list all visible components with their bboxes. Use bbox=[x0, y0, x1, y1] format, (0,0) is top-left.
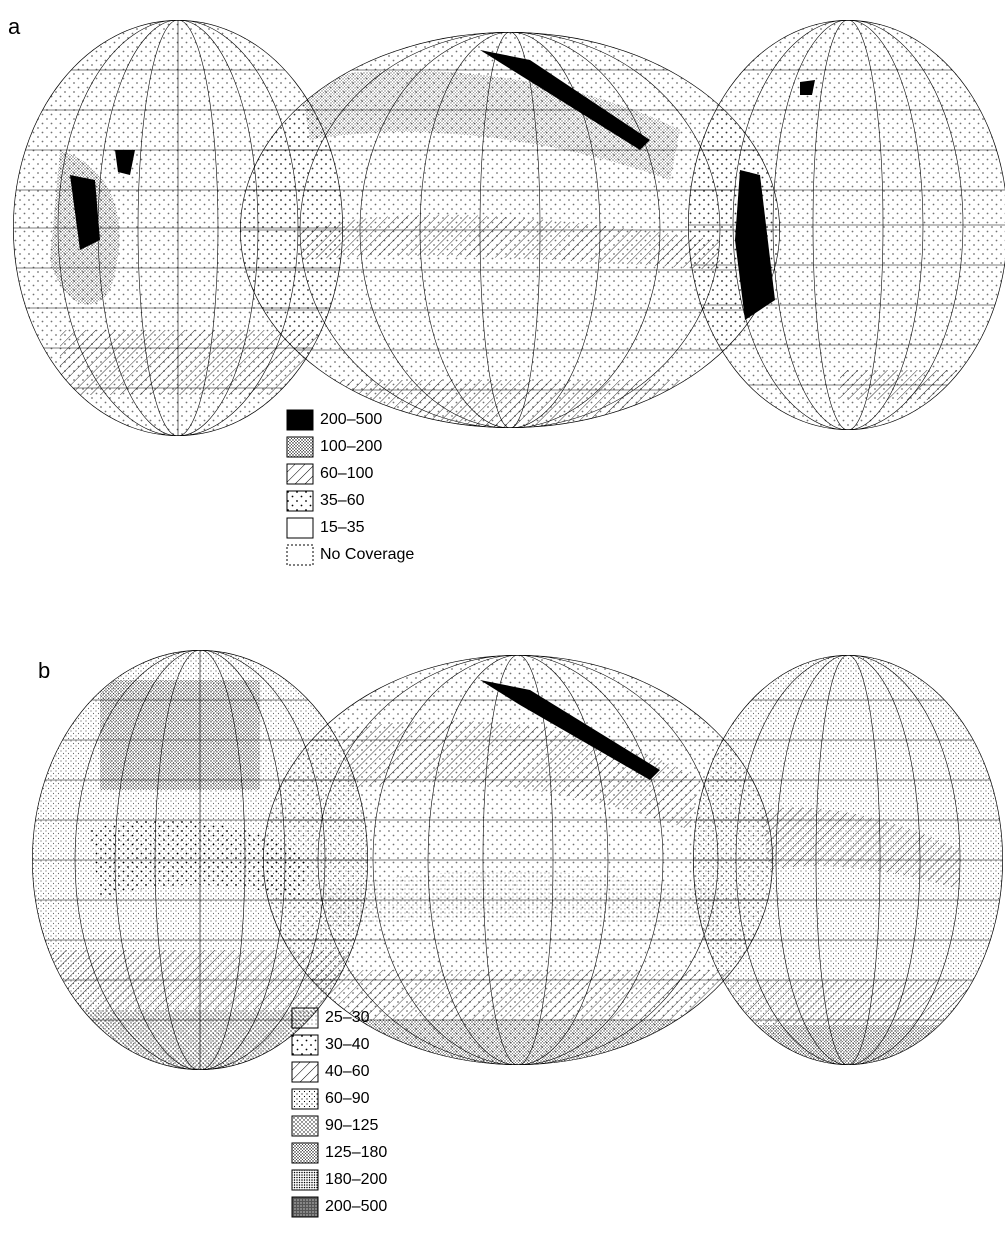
panel-a: a bbox=[0, 0, 1005, 600]
legend-b-item: 40–60 bbox=[291, 1058, 387, 1085]
legend-a-item: 100–200 bbox=[286, 433, 414, 460]
legend-a-item: No Coverage bbox=[286, 541, 414, 568]
legend-a: 200–500 100–200 60–100 35–60 15–35 No Coverag… bbox=[286, 406, 414, 568]
legend-b-label: 60–90 bbox=[325, 1089, 370, 1107]
legend-a-swatch bbox=[286, 436, 314, 457]
legend-a-item: 15–35 bbox=[286, 514, 414, 541]
map-b bbox=[32, 650, 1003, 1070]
panel-a-letter: a bbox=[8, 14, 21, 39]
legend-b-label: 180–200 bbox=[325, 1170, 388, 1188]
panel-b: b bbox=[0, 640, 1005, 1245]
map-a bbox=[13, 20, 1005, 436]
legend-b-item: 30–40 bbox=[291, 1031, 387, 1058]
legend-b-label: 30–40 bbox=[325, 1035, 370, 1053]
legend-b-swatch bbox=[291, 1088, 319, 1109]
legend-b-label: 90–125 bbox=[325, 1116, 379, 1134]
legend-b-swatch bbox=[291, 1007, 319, 1028]
legend-b-label: 200–500 bbox=[325, 1197, 388, 1215]
legend-b-swatch bbox=[291, 1142, 319, 1163]
legend-b-item: 25–30 bbox=[291, 1004, 387, 1031]
legend-a-swatch bbox=[286, 544, 314, 565]
legend-a-swatch bbox=[286, 463, 314, 484]
legend-b-swatch bbox=[291, 1169, 319, 1190]
panel-b-letter: b bbox=[38, 658, 51, 683]
legend-a-item: 200–500 bbox=[286, 406, 414, 433]
legend-b-label: 40–60 bbox=[325, 1062, 370, 1080]
legend-b-item: 125–180 bbox=[291, 1139, 387, 1166]
legend-b-swatch bbox=[291, 1115, 319, 1136]
legend-b-swatch bbox=[291, 1034, 319, 1055]
legend-b-item: 60–90 bbox=[291, 1085, 387, 1112]
legend-b-swatch bbox=[291, 1196, 319, 1217]
legend-a-label: 200–500 bbox=[320, 410, 383, 428]
legend-b-swatch bbox=[291, 1061, 319, 1082]
legend-a-label: No Coverage bbox=[320, 545, 415, 563]
legend-a-label: 60–100 bbox=[320, 464, 374, 482]
legend-b-label: 25–30 bbox=[325, 1008, 370, 1026]
legend-b-item: 180–200 bbox=[291, 1166, 387, 1193]
map-b-lobe-east bbox=[693, 655, 1003, 1065]
legend-b: 25–30 30–40 40–60 60–90 90–125 125–180 180–200… bbox=[291, 1004, 387, 1220]
legend-a-swatch bbox=[286, 409, 314, 430]
legend-b-item: 90–125 bbox=[291, 1112, 387, 1139]
map-b-lobe-center bbox=[263, 655, 773, 1065]
legend-a-label: 100–200 bbox=[320, 437, 383, 455]
map-a-lobe-east bbox=[688, 20, 1005, 430]
legend-a-item: 60–100 bbox=[286, 460, 414, 487]
legend-b-item: 200–500 bbox=[291, 1193, 387, 1220]
legend-a-label: 15–35 bbox=[320, 518, 365, 536]
legend-a-item: 35–60 bbox=[286, 487, 414, 514]
legend-b-label: 125–180 bbox=[325, 1143, 388, 1161]
legend-a-swatch bbox=[286, 490, 314, 511]
legend-a-label: 35–60 bbox=[320, 491, 365, 509]
legend-a-swatch bbox=[286, 517, 314, 538]
